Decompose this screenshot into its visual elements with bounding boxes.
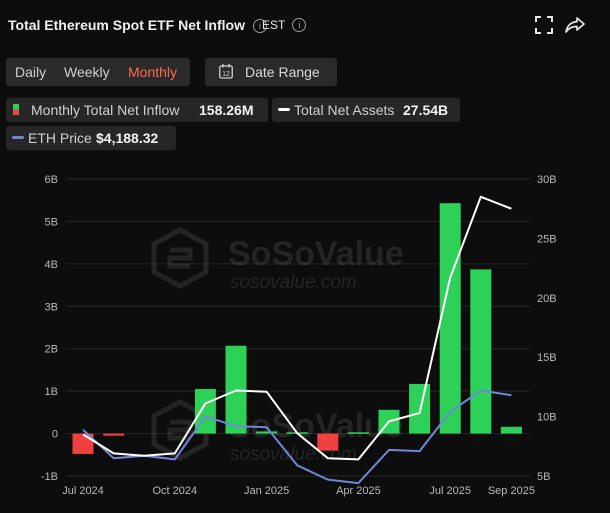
legend-inflow[interactable]: Monthly Total Net Inflow 158.26M <box>6 98 268 122</box>
share-icon <box>565 17 585 33</box>
watermark: SoSoValue sosovalue.com SoSoValue sosova… <box>151 227 404 465</box>
y-right-tick-label: 25B <box>537 233 557 245</box>
expand-icon <box>535 16 553 34</box>
legend-assets[interactable]: Total Net Assets 27.54B <box>272 98 460 122</box>
tab-monthly[interactable]: Monthly <box>128 64 178 80</box>
date-range-label: Date Range <box>245 64 320 80</box>
y-left-tick-label: 2B <box>45 344 58 356</box>
inflow-bar <box>500 426 522 434</box>
legend-assets-value: 27.54B <box>403 102 449 118</box>
y-left-tick-label: 1B <box>45 386 58 398</box>
calendar-day: 12 <box>222 71 230 78</box>
timezone-info-icon[interactable]: i <box>292 18 307 32</box>
y-right-tick-label: 20B <box>537 293 557 305</box>
inflow-bar <box>317 433 339 451</box>
info-icon[interactable]: i <box>252 19 267 33</box>
tab-daily[interactable]: Daily <box>15 64 47 80</box>
period-selector: Daily Weekly Monthly <box>6 58 190 86</box>
chart-title-text: Total Ethereum Spot ETF Net Inflow <box>8 17 245 33</box>
inflow-bar <box>470 269 492 434</box>
share-button[interactable] <box>563 13 587 37</box>
assets-swatch <box>278 108 290 111</box>
inflow-bar <box>103 433 125 436</box>
inflow-chart: SoSoValue sosovalue.com SoSoValue sosova… <box>41 174 557 497</box>
legend-inflow-label: Monthly Total Net Inflow <box>31 102 180 118</box>
legend-eth-value: $4,188.32 <box>96 130 159 146</box>
x-tick-label: Oct 2024 <box>152 485 197 497</box>
y-right-tick-label: 5B <box>537 471 550 483</box>
legend-eth-label: ETH Price <box>28 130 92 146</box>
date-range-button[interactable]: 12 Date Range <box>205 58 337 86</box>
expand-button[interactable] <box>532 13 556 37</box>
y-left-tick-label: 6B <box>45 174 58 186</box>
timezone-text: EST <box>262 18 286 32</box>
y-left-tick-label: 4B <box>45 259 58 271</box>
y-right-tick-label: 15B <box>537 352 557 364</box>
eth-price-line <box>82 389 512 485</box>
watermark-logo-icon <box>151 227 209 289</box>
y-left-tick-label: 0 <box>52 429 58 441</box>
line-series <box>82 195 512 485</box>
legend-eth[interactable]: ETH Price $4,188.32 <box>6 126 176 150</box>
y-left-tick-label: -1B <box>41 471 58 483</box>
eth-swatch <box>12 136 24 139</box>
y-right-tick-label: 10B <box>537 412 557 424</box>
x-tick-label: Jan 2025 <box>244 485 289 497</box>
chart-header: Total Ethereum Spot ETF Net Inflow i EST… <box>0 0 610 50</box>
calendar-icon: 12 <box>219 64 233 79</box>
inflow-bar <box>256 431 278 434</box>
watermark-brand: SoSoValue <box>228 235 404 273</box>
inflow-swatch <box>13 104 19 115</box>
x-tick-label: Sep 2025 <box>488 485 535 497</box>
inflow-bar <box>347 432 369 434</box>
inflow-bar <box>439 203 461 434</box>
y-left-tick-label: 5B <box>45 216 58 228</box>
y-left-tick-label: 3B <box>45 301 58 313</box>
x-tick-label: Apr 2025 <box>336 485 381 497</box>
legend-assets-label: Total Net Assets <box>294 102 395 118</box>
x-tick-label: Jul 2024 <box>62 485 104 497</box>
timezone-label[interactable]: EST i <box>262 18 307 32</box>
x-tick-label: Jul 2025 <box>429 485 471 497</box>
axis-labels: -1B 0 1B 2B 3B 4B 5B 6B 5B 10B 15B 20B 25B 30B Jul 202… <box>41 174 557 497</box>
watermark-url: sosovalue.com <box>230 272 357 293</box>
chart-title: Total Ethereum Spot ETF Net Inflow i <box>8 17 267 33</box>
total-net-assets-line <box>82 195 512 461</box>
legend-inflow-value: 158.26M <box>199 102 254 118</box>
tab-weekly[interactable]: Weekly <box>64 64 110 80</box>
y-right-tick-label: 30B <box>537 174 557 186</box>
